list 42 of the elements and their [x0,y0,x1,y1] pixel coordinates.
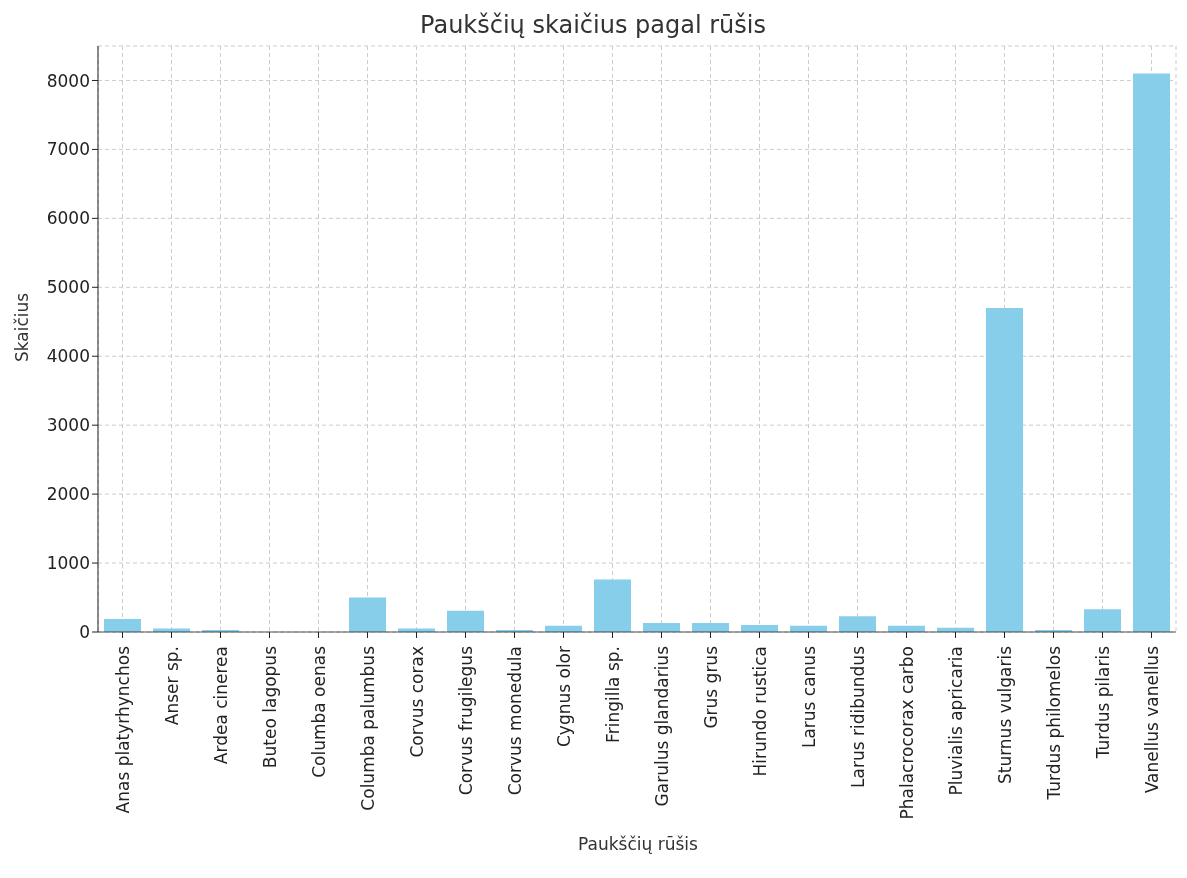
x-tick-label: Fringilla sp. [602,646,623,743]
bar [1084,609,1121,632]
x-tick-label: Columba palumbus [357,645,378,811]
x-tick-label: Anas platyrhynchos [112,645,133,814]
bar [349,597,386,632]
x-tick-label: Grus grus [700,645,721,729]
y-tick-label: 1000 [46,553,90,574]
y-tick-label: 4000 [46,346,90,367]
x-tick-label: Cygnus olor [553,645,574,748]
x-tick-label: Vanellus vanellus [1141,645,1162,794]
x-tick-label: Phalacrocorax carbo [896,646,917,820]
y-axis-title: Skaičius [12,292,32,362]
x-tick-label: Garulus glandarius [651,645,672,807]
chart-title: Paukščių skaičius pagal rūšis [419,10,767,41]
y-tick-label: 0 [79,622,90,643]
bar [986,307,1023,632]
x-tick-label: Turdus philomelos [1043,645,1064,801]
x-tick-label: Anser sp. [161,646,182,726]
y-tick-label: 3000 [46,415,90,436]
y-tick-label: 8000 [46,70,90,91]
x-tick-label: Ardea cinerea [210,646,231,765]
x-tick-label: Corvus frugilegus [455,645,476,796]
x-tick-label: Larus ridibundus [847,645,868,788]
bar [447,610,484,632]
x-tick-label: Buteo lagopus [259,645,280,769]
x-tick-label: Corvus monedula [504,646,525,796]
y-tick-label: 2000 [46,484,90,505]
x-tick-label: Pluvialis apricaria [945,646,966,796]
x-tick-label: Hirundo rustica [749,646,770,777]
bar [839,616,876,632]
bar [1133,73,1170,632]
x-tick-label: Turdus pilaris [1092,645,1113,760]
x-axis-title: Paukščių rūšis [577,834,699,854]
x-tick-label: Sturnus vulgaris [994,645,1015,785]
bar [104,618,141,632]
y-tick-label: 7000 [46,139,90,160]
x-tick-label: Larus canus [798,645,819,749]
y-tick-label: 5000 [46,277,90,298]
bar [594,579,631,632]
x-tick-label: Corvus corax [406,646,427,758]
x-tick-label: Columba oenas [308,645,329,778]
y-tick-label: 6000 [46,208,90,229]
